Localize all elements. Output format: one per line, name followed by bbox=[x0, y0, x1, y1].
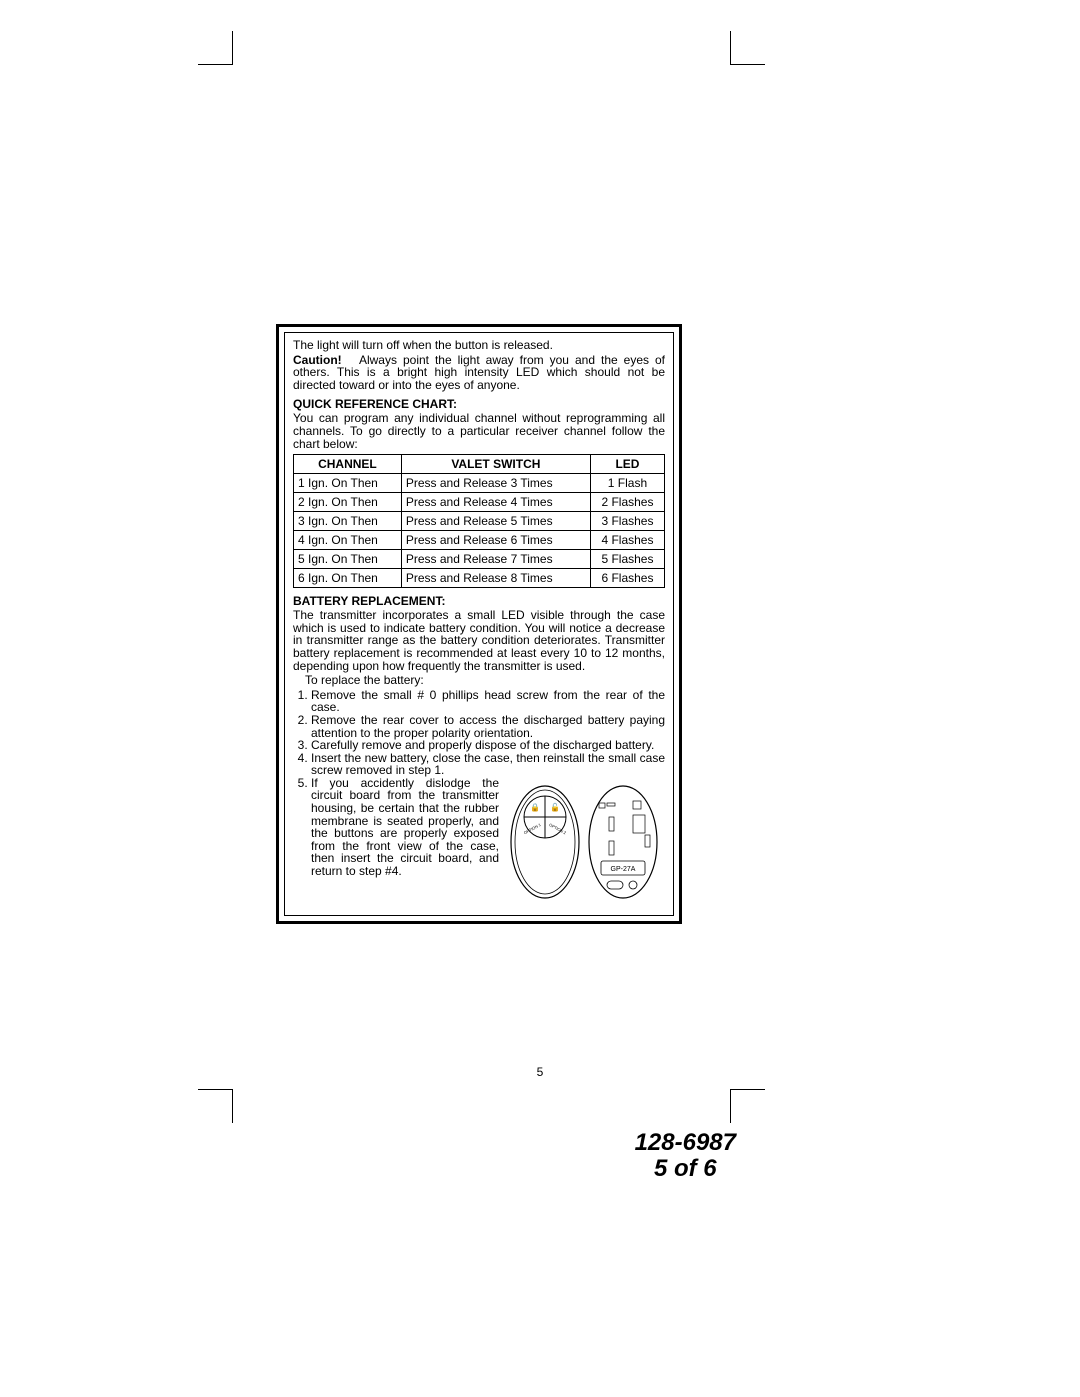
battery-heading: BATTERY REPLACEMENT: bbox=[293, 594, 665, 608]
crop-mark bbox=[730, 31, 731, 65]
crop-mark bbox=[730, 1089, 731, 1123]
crop-mark bbox=[730, 1089, 765, 1090]
crop-mark bbox=[232, 31, 233, 65]
table-header-row: CHANNEL VALET SWITCH LED bbox=[294, 455, 665, 474]
col-header-channel: CHANNEL bbox=[294, 455, 402, 474]
quick-ref-intro: You can program any individual channel w… bbox=[293, 412, 665, 450]
crop-mark bbox=[730, 64, 765, 65]
battery-intro: The transmitter incorporates a small LED… bbox=[293, 609, 665, 672]
fob-back-icon: GP-27A bbox=[589, 786, 657, 898]
battery-step5-row: If you accidently dislodge the circuit b… bbox=[293, 777, 665, 907]
battery-label: GP-27A bbox=[611, 866, 636, 873]
crop-mark bbox=[198, 1089, 233, 1090]
battery-steps-cont: If you accidently dislodge the circuit b… bbox=[293, 777, 499, 878]
document-id: 128-6987 bbox=[635, 1130, 736, 1156]
caution-paragraph: Caution! Always point the light away fro… bbox=[293, 354, 665, 392]
battery-step: Carefully remove and properly dispose of… bbox=[311, 739, 665, 752]
svg-text:🔓: 🔓 bbox=[550, 802, 560, 812]
fob-option1-label: OPTION 1 bbox=[523, 822, 543, 836]
col-header-led: LED bbox=[590, 455, 664, 474]
battery-steps: Remove the small # 0 phillips head screw… bbox=[293, 689, 665, 777]
light-off-text: The light will turn off when the button … bbox=[293, 339, 665, 352]
crop-mark bbox=[198, 64, 233, 65]
quick-ref-table: CHANNEL VALET SWITCH LED 1 Ign. On Then … bbox=[293, 454, 665, 588]
table-row: 2 Ign. On Then Press and Release 4 Times… bbox=[294, 493, 665, 512]
crop-mark bbox=[232, 1089, 233, 1123]
battery-step: If you accidently dislodge the circuit b… bbox=[311, 777, 499, 878]
table-row: 4 Ign. On Then Press and Release 6 Times… bbox=[294, 531, 665, 550]
sheet: The light will turn off when the button … bbox=[0, 0, 1080, 1397]
battery-step5-wrap: If you accidently dislodge the circuit b… bbox=[293, 777, 499, 878]
table-row: 3 Ign. On Then Press and Release 5 Times… bbox=[294, 512, 665, 531]
table-body: 1 Ign. On Then Press and Release 3 Times… bbox=[294, 474, 665, 588]
table-row: 6 Ign. On Then Press and Release 8 Times… bbox=[294, 569, 665, 588]
col-header-valet: VALET SWITCH bbox=[401, 455, 590, 474]
page-frame: The light will turn off when the button … bbox=[276, 324, 682, 924]
battery-step: Insert the new battery, close the case, … bbox=[311, 752, 665, 777]
table-row: 1 Ign. On Then Press and Release 3 Times… bbox=[294, 474, 665, 493]
svg-text:🔒: 🔒 bbox=[530, 803, 540, 812]
page-of: 5 of 6 bbox=[635, 1156, 736, 1182]
battery-replace-lead: To replace the battery: bbox=[305, 674, 665, 687]
caution-text: Always point the light away from you and… bbox=[293, 353, 665, 392]
page-number: 5 bbox=[0, 1065, 1080, 1079]
battery-step: Remove the rear cover to access the disc… bbox=[311, 714, 665, 739]
quick-ref-heading: QUICK REFERENCE CHART: bbox=[293, 397, 665, 411]
document-id-block: 128-6987 5 of 6 bbox=[635, 1130, 736, 1183]
transmitter-diagram: 🔒 🔓 OPTION 1 OPTION 2 bbox=[505, 777, 665, 907]
battery-step: Remove the small # 0 phillips head screw… bbox=[311, 689, 665, 714]
page-inner: The light will turn off when the button … bbox=[284, 332, 674, 916]
fob-front-icon: 🔒 🔓 OPTION 1 OPTION 2 bbox=[511, 786, 579, 898]
table-row: 5 Ign. On Then Press and Release 7 Times… bbox=[294, 550, 665, 569]
